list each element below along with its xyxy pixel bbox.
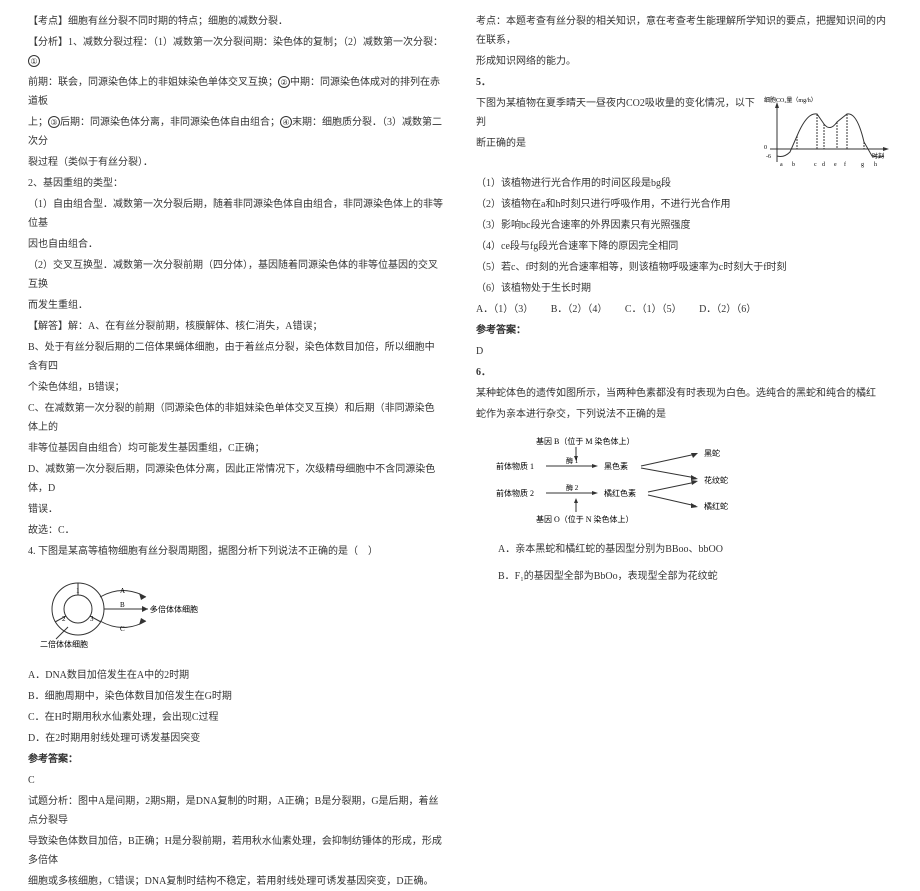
chart-x: d (822, 162, 825, 168)
gen-label: 橘红色素 (604, 488, 636, 498)
q6-stem: 某种蛇体色的遗传如图所示，当两种色素都没有时表现为白色。选纯合的黑蛇和纯合的橘红 (476, 384, 892, 403)
analysis-line: D、减数第一次分裂后期，同源染色体分离，因此正常情况下，次级精母细胞中不含同源染… (28, 460, 444, 498)
choice: B．（2）（4） (551, 304, 603, 315)
chart-zero: 0 (764, 145, 767, 151)
q5-opt: （6）该植物处于生长时期 (476, 279, 892, 298)
analysis-line: 而发生重组． (28, 296, 444, 315)
q6-stem: 蛇作为亲本进行杂交，下列说法不正确的是 (476, 405, 892, 424)
circled-num: ④ (280, 116, 292, 128)
circled-num: ① (28, 55, 40, 67)
q5-opt: （2）该植物在a和h时刻只进行呼吸作用，不进行光合作用 (476, 195, 892, 214)
analysis-line: 上；③后期：同源染色体分离，非同源染色体自由组合；④末期：细胞质分裂．（3）减数… (28, 113, 444, 151)
chart-x: b (792, 162, 795, 168)
diag-label: C (120, 625, 125, 633)
gen-label: 橘红蛇 (704, 501, 728, 511)
chart-neg: -6 (766, 154, 771, 160)
analysis-line: （1）自由组合型．减数第一次分裂后期，随着非同源染色体自由组合，非同源染色体上的… (28, 195, 444, 233)
analysis-line: 2、基因重组的类型： (28, 174, 444, 193)
analysis-line: 【解答】解：A、在有丝分裂前期，核膜解体、核仁消失，A错误； (28, 317, 444, 336)
answer-label: 参考答案： (28, 750, 444, 769)
gen-label: 前体物质 2 (496, 488, 534, 498)
text-span: 上； (28, 117, 48, 128)
diag-label: B (120, 601, 125, 609)
question-4: 4. 下图是某高等植物细胞有丝分裂周期图，据图分析下列说法不正确的是（ ） (28, 542, 444, 561)
diag-label: 二倍体体细胞 (40, 639, 88, 649)
chart-x: g (861, 162, 864, 168)
analysis-point: 【考点】细胞有丝分裂不同时期的特点；细胞的减数分裂． (28, 12, 444, 31)
gen-label: 花纹蛇 (704, 475, 728, 485)
choice: A．（1）（3） (476, 304, 528, 315)
q6-opt-a: A．亲本黑蛇和橘红蛇的基因型分别为BBoo、bbOO (476, 540, 892, 559)
analysis-line: 错误． (28, 500, 444, 519)
diag-label: 3 (90, 615, 94, 623)
gen-label: 黑蛇 (704, 448, 720, 458)
diag-label: 2 (62, 615, 66, 623)
genetics-diagram: 基因 B（位于 M 染色体上） 前体物质 1 酶 1 黑色素 前体物质 2 酶 … (476, 434, 756, 529)
diag-label: 多倍体体细胞 (150, 604, 198, 614)
topic-line: 形成知识网络的能力。 (476, 52, 892, 71)
text-span: 前期：联会，同源染色体上的非姐妹染色单体交叉互换； (28, 77, 278, 88)
circled-num: ② (278, 76, 290, 88)
question-5-num: 5． (476, 73, 892, 92)
choice: D．（2）（6） (699, 304, 756, 315)
chart-x: e (834, 162, 837, 168)
text-span: 【分析】1、减数分裂过程：（1）减数第一次分裂间期：染色体的复制；（2）减数第一… (28, 37, 443, 48)
gen-label: 黑色素 (604, 461, 628, 471)
chart-xlabel: 时刻 (872, 152, 884, 160)
analysis-line: B、处于有丝分裂后期的二倍体果蝇体细胞，由于着丝点分裂，染色体数目加倍，所以细胞… (28, 338, 444, 376)
option-a: A．DNA数目加倍发生在A中的2时期 (28, 666, 444, 685)
answer: D (476, 342, 892, 361)
analysis-line: 因也自由组合． (28, 235, 444, 254)
co2-chart: 细胞CO₂量（mg/h） a b c d e f g h 时刻 0 -6 (762, 94, 892, 174)
q5-choices: A．（1）（3） B．（2）（4） C．（1）（5） D．（2）（6） (476, 300, 892, 319)
q6-opt-b: B．F₁的基因型全部为BbOo，表现型全部为花纹蛇 (476, 567, 892, 586)
analysis-line: 非等位基因自由组合）均可能发生基因重组，C正确； (28, 439, 444, 458)
cell-cycle-diagram: 1 2 3 A B C 二倍体体细胞 多倍体体细胞 (38, 569, 198, 659)
chart-x: f (844, 161, 846, 168)
diag-label: A (120, 587, 125, 595)
analysis-line: 【分析】1、减数分裂过程：（1）减数第一次分裂间期：染色体的复制；（2）减数第一… (28, 33, 444, 71)
explanation-line: 试题分析：图中A是间期，2期S期，是DNA复制的时期，A正确；B是分裂期，G是后… (28, 792, 444, 830)
choice: C．（1）（5） (625, 304, 677, 315)
gen-label: 酶 2 (566, 483, 579, 492)
gen-label: 基因 O（位于 N 染色体上） (536, 514, 634, 524)
option-d: D．在2时期用射线处理可诱发基因突变 (28, 729, 444, 748)
topic-line: 考点：本题考查有丝分裂的相关知识，意在考查考生能理解所学知识的要点，把握知识间的… (476, 12, 892, 50)
analysis-line: C、在减数第一次分裂的前期（同源染色体的非姐妹染色单体交叉互换）和后期（非同源染… (28, 399, 444, 437)
explanation-line: 导致染色体数目加倍，B正确；H是分裂前期，若用秋水仙素处理，会抑制纺锤体的形成，… (28, 832, 444, 870)
q5-opt: （5）若c、f时刻的光合速率相等，则该植物呼吸速率为c时刻大于f时刻 (476, 258, 892, 277)
diag-label: 1 (76, 587, 80, 595)
gen-label: 前体物质 1 (496, 461, 534, 471)
gen-label: 基因 B（位于 M 染色体上） (536, 436, 634, 446)
q5-opt: （1）该植物进行光合作用的时间区段是bg段 (476, 174, 892, 193)
gen-label: 酶 1 (566, 456, 579, 465)
chart-x: h (874, 162, 877, 168)
analysis-line: 个染色体组，B错误； (28, 378, 444, 397)
q5-opt: （3）影响bc段光合速率的外界因素只有光照强度 (476, 216, 892, 235)
option-b: B．细胞周期中，染色体数目加倍发生在G时期 (28, 687, 444, 706)
question-6-num: 6． (476, 363, 892, 382)
analysis-line: 前期：联会，同源染色体上的非姐妹染色单体交叉互换；②中期：同源染色体成对的排列在… (28, 73, 444, 111)
answer: C (28, 771, 444, 790)
text-span: 后期：同源染色体分离，非同源染色体自由组合； (60, 117, 280, 128)
analysis-line: （2）交叉互换型．减数第一次分裂前期（四分体），基因随着同源染色体的非等位基因的… (28, 256, 444, 294)
chart-ylabel: 细胞CO₂量（mg/h） (764, 96, 817, 104)
explanation-line: 细胞或多核细胞，C错误；DNA复制时结构不稳定，若用射线处理可诱发基因突变，D正… (28, 872, 444, 891)
q5-opt: （4）ce段与fg段光合速率下降的原因完全相同 (476, 237, 892, 256)
circled-num: ③ (48, 116, 60, 128)
chart-x: a (780, 162, 783, 168)
answer-label: 参考答案： (476, 321, 892, 340)
analysis-line: 裂过程（类似于有丝分裂）． (28, 153, 444, 172)
chart-x: c (814, 162, 817, 168)
option-c: C．在H时期用秋水仙素处理，会出现C过程 (28, 708, 444, 727)
analysis-line: 故选：C． (28, 521, 444, 540)
